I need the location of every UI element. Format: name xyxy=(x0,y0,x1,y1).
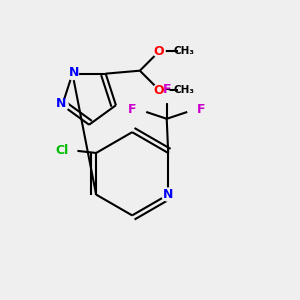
Circle shape xyxy=(188,104,200,116)
Circle shape xyxy=(56,99,68,111)
Circle shape xyxy=(162,188,175,201)
Text: CH₃: CH₃ xyxy=(173,46,194,56)
Text: N: N xyxy=(56,97,66,110)
Circle shape xyxy=(153,84,165,96)
Text: N: N xyxy=(69,66,79,79)
Circle shape xyxy=(62,142,77,158)
Text: O: O xyxy=(154,45,164,58)
Text: F: F xyxy=(128,103,137,116)
Circle shape xyxy=(161,91,173,102)
Text: CH₃: CH₃ xyxy=(173,85,194,95)
Text: O: O xyxy=(154,83,164,97)
Circle shape xyxy=(67,68,78,80)
Text: F: F xyxy=(163,83,171,97)
Circle shape xyxy=(153,45,165,57)
Text: N: N xyxy=(163,188,173,201)
Text: F: F xyxy=(196,103,205,116)
Text: Cl: Cl xyxy=(55,143,69,157)
Circle shape xyxy=(134,104,146,116)
